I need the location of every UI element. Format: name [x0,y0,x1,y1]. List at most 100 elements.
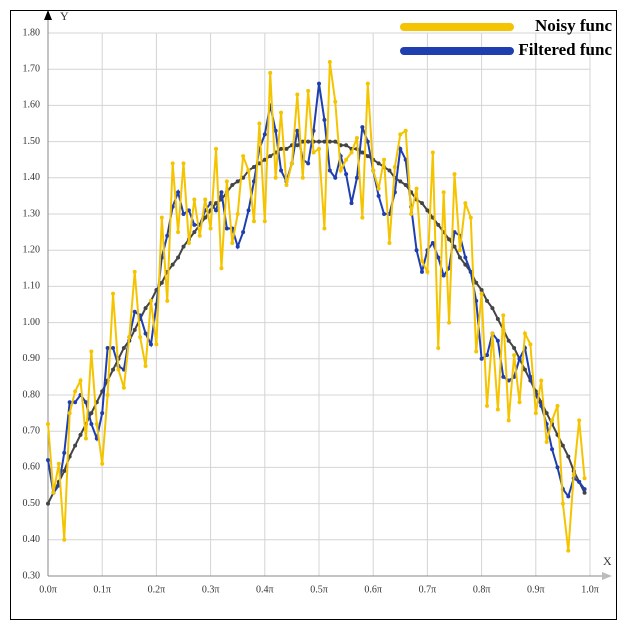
point-marker [262,219,267,224]
point-marker [62,450,67,455]
y-tick-label: 0.60 [23,462,41,473]
point-marker [528,374,533,379]
point-marker [398,132,403,137]
point-marker [479,356,484,361]
point-marker [344,172,349,177]
point-marker [89,421,94,426]
point-marker [344,143,349,148]
point-marker [327,139,332,144]
point-marker [560,443,565,448]
point-marker [279,168,284,173]
point-marker [506,338,511,343]
point-marker [143,364,148,369]
plot-area [46,59,587,553]
point-marker [506,378,511,383]
point-marker [387,240,392,245]
y-tick-label: 1.40 [23,172,41,183]
point-marker [251,164,256,169]
point-marker [322,117,327,122]
point-marker [176,230,181,235]
y-tick-label: 1.00 [23,317,41,328]
point-marker [148,342,153,347]
point-marker [425,208,430,213]
point-marker [192,230,197,235]
point-marker [577,479,582,484]
point-marker [121,345,126,350]
point-marker [430,240,435,245]
point-marker [322,139,327,144]
point-marker [46,421,50,426]
x-tick-label: 0.9π [527,584,545,595]
point-marker [246,208,251,213]
point-marker [262,132,267,137]
point-marker [224,226,229,231]
point-marker [338,168,343,173]
point-marker [186,208,191,213]
point-marker [577,418,582,423]
point-marker [457,255,462,260]
point-marker [354,135,359,140]
x-tick-label: 1.0π [581,584,599,595]
point-marker [376,161,381,166]
point-marker [474,349,479,354]
point-marker [539,378,544,383]
point-marker [132,269,137,274]
y-tick-label: 0.30 [23,570,41,581]
point-marker [235,212,240,216]
x-tick-label: 0.3π [202,584,220,595]
point-marker [62,469,67,474]
point-marker [371,168,376,173]
point-marker [203,215,208,220]
point-marker [322,226,327,231]
point-marker [409,212,414,216]
point-marker [235,179,240,184]
point-marker [121,385,126,390]
point-marker [176,190,181,195]
point-marker [501,374,506,379]
point-marker [544,411,549,416]
point-marker [517,400,522,405]
point-marker [246,168,251,173]
point-marker [582,490,587,495]
point-marker [544,440,549,445]
point-marker [83,436,88,441]
x-tick-label: 0.7π [419,584,437,595]
point-marker [105,345,110,350]
point-marker [257,121,262,126]
point-marker [485,298,490,303]
point-marker [279,110,284,115]
point-marker [268,154,273,159]
point-marker [219,190,224,195]
point-marker [457,248,462,253]
point-marker [414,248,419,253]
point-marker [208,226,213,231]
point-marker [425,269,430,274]
point-marker [132,327,137,332]
x-tick-label: 0.6π [364,584,382,595]
point-marker [295,92,300,97]
point-marker [506,418,511,423]
point-marker [111,345,116,350]
point-marker [273,128,278,133]
point-marker [284,146,289,151]
point-marker [279,146,284,151]
point-marker [479,288,484,293]
point-marker [398,179,403,184]
point-marker [360,125,365,130]
point-marker [138,335,143,340]
point-marker [387,168,392,173]
point-marker [571,472,576,477]
point-marker [382,212,387,216]
point-marker [419,269,424,274]
point-marker [452,172,457,177]
point-marker [51,490,56,495]
point-marker [73,443,78,448]
point-marker [522,367,527,372]
point-marker [317,146,321,151]
point-marker [501,313,506,318]
point-marker [203,197,208,202]
point-marker [479,291,484,296]
point-marker [127,335,132,340]
point-marker [154,342,159,347]
